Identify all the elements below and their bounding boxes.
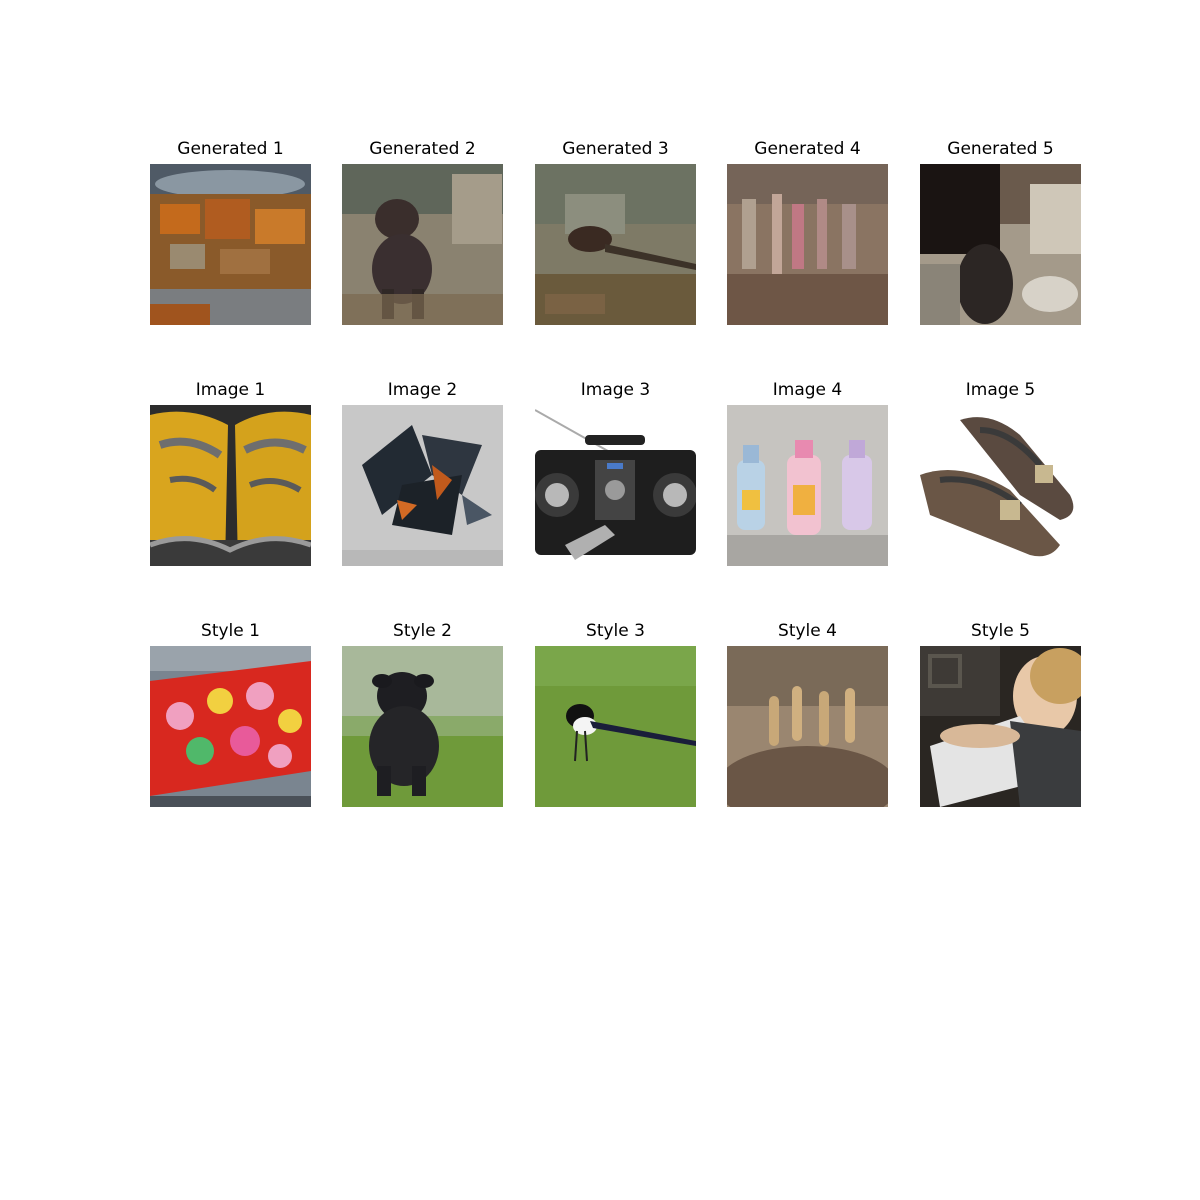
content-image-3 (535, 405, 696, 566)
panel-title: Generated 5 (947, 139, 1054, 159)
panel-title: Image 4 (772, 380, 843, 400)
panel-title: Generated 1 (177, 139, 284, 159)
panel-title: Style 5 (971, 621, 1030, 641)
panel-title: Generated 3 (562, 139, 669, 159)
style-image-4 (727, 646, 888, 807)
generated-image-3 (535, 164, 696, 325)
content-image-4 (727, 405, 888, 566)
generated-image-1 (150, 164, 311, 325)
panel-title: Image 5 (965, 380, 1036, 400)
panel-title: Image 2 (387, 380, 458, 400)
style-image-5 (920, 646, 1081, 807)
panel-title: Style 1 (201, 621, 260, 641)
panel-title: Style 4 (778, 621, 837, 641)
style-image-3 (535, 646, 696, 807)
panel-title: Image 1 (195, 380, 266, 400)
content-image-5 (920, 405, 1081, 566)
style-image-1 (150, 646, 311, 807)
panel-title: Generated 4 (754, 139, 861, 159)
content-image-2 (342, 405, 503, 566)
panel-title: Style 2 (393, 621, 452, 641)
generated-image-5 (920, 164, 1081, 325)
content-image-1 (150, 405, 311, 566)
generated-image-4 (727, 164, 888, 325)
generated-image-2 (342, 164, 503, 325)
panel-title: Generated 2 (369, 139, 476, 159)
style-image-2 (342, 646, 503, 807)
panel-title: Style 3 (586, 621, 645, 641)
panel-title: Image 3 (580, 380, 651, 400)
